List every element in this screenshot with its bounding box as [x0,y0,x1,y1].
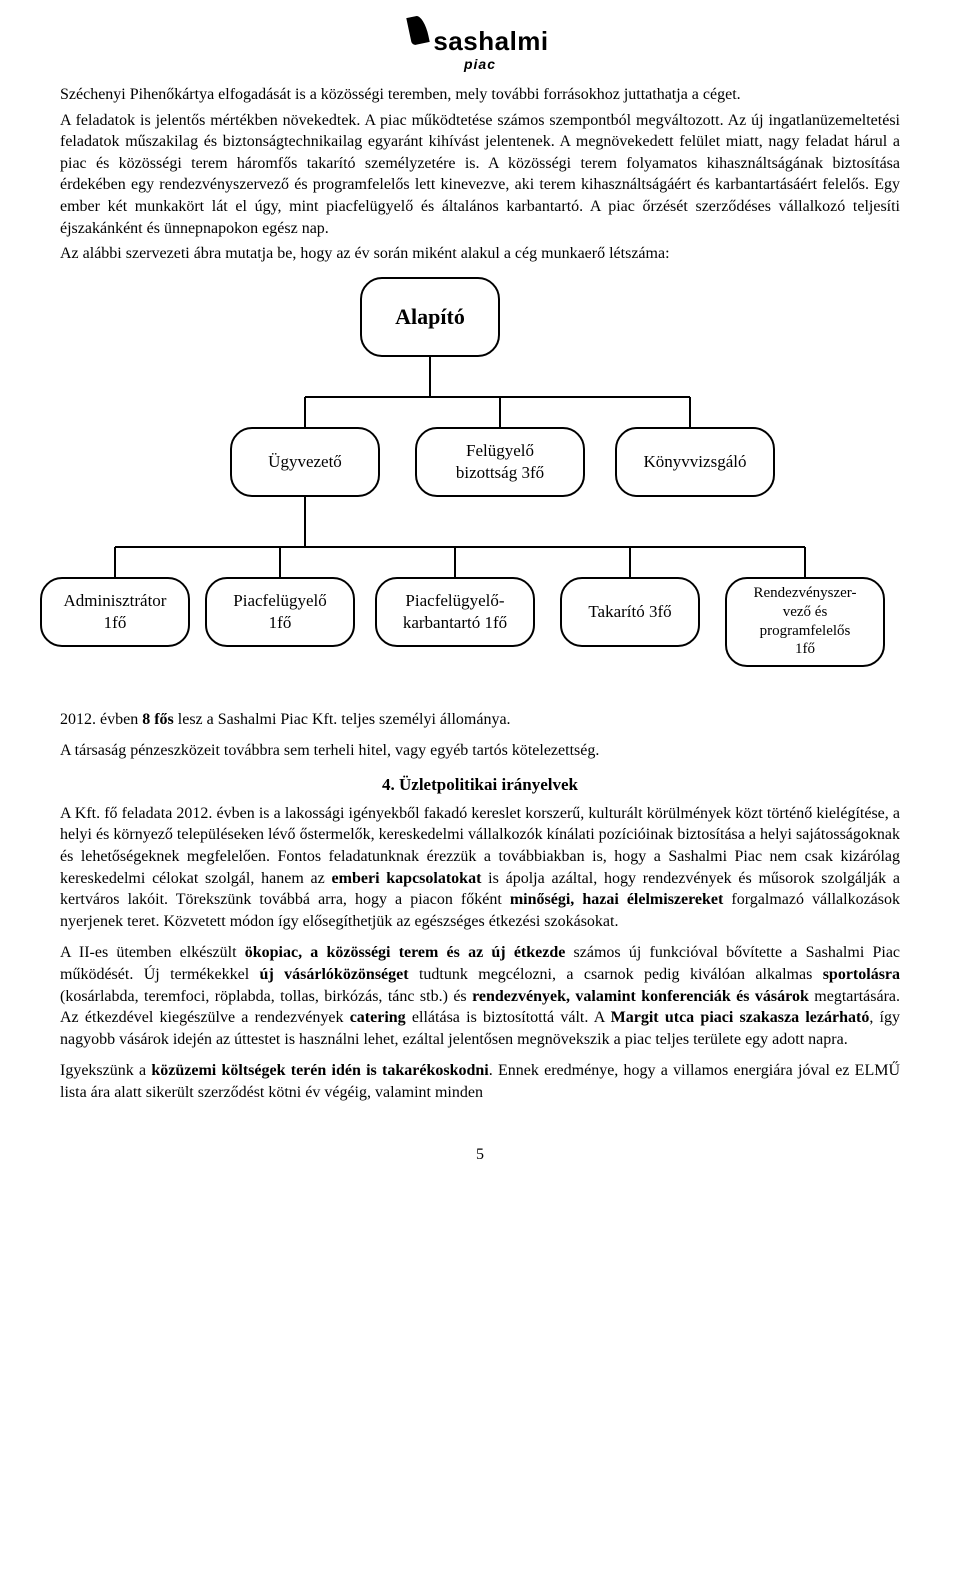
org-node-takarito-label: Takarító 3fő [588,601,671,622]
org-node-piacfelugyelo-l2: 1fő [269,612,292,633]
org-node-konyvvizsgalo-label: Könyvvizsgáló [644,451,747,472]
p4b-b1: ökopiac, a közösségi terem és az új étke… [245,944,566,961]
org-node-karbantarto: Piacfelügyelő- karbantartó 1fő [375,577,535,647]
p4b-t4: (kosárlabda, teremfoci, röplabda, tollas… [60,988,472,1005]
paragraph-after-chart-1: 2012. évben 8 fős lesz a Sashalmi Piac K… [60,709,900,731]
p4b-t1: A II-es ütemben elkészült [60,944,245,961]
p4b-b6: Margit utca piaci szakasza lezárható [611,1009,870,1026]
section-4-title: 4. Üzletpolitikai irányelvek [60,774,900,797]
p4b-b3: sportolásra [823,966,900,983]
paragraph-intro-2: A feladatok is jelentős mértékben növeke… [60,110,900,240]
p4b-t6: ellátása is biztosítottá vált. A [406,1009,611,1026]
ac1-pre: 2012. évben [60,711,142,728]
org-node-alapito: Alapító [360,277,500,357]
org-node-ugyvezeto-label: Ügyvezető [268,451,342,472]
org-node-alapito-label: Alapító [395,303,465,331]
p4c-t1: Igyekszünk a [60,1062,151,1079]
org-node-ugyvezeto: Ügyvezető [230,427,380,497]
org-node-admin: Adminisztrátor 1fő [40,577,190,647]
p4a-b2: minőségi, hazai élelmiszereket [510,891,724,908]
org-node-felugyelo-l1: Felügyelő [466,440,534,461]
section-4-para-b: A II-es ütemben elkészült ökopiac, a köz… [60,942,900,1050]
p4b-b2: új vásárlóközönséget [260,966,409,983]
paragraph-after-chart-2: A társaság pénzeszközeit továbbra sem te… [60,740,900,762]
section-4-para-c: Igyekszünk a közüzemi költségek terén id… [60,1060,900,1103]
paragraph-intro-1: Széchenyi Pihenőkártya elfogadását is a … [60,84,900,106]
paragraph-chart-intro: Az alábbi szervezeti ábra mutatja be, ho… [60,243,900,265]
org-chart: Alapító Ügyvezető Felügyelő bizottság 3f… [60,277,900,697]
org-node-rendezveny-l2: vező és [783,603,828,622]
org-node-rendezveny-l4: 1fő [795,640,815,659]
org-node-piacfelugyelo-l1: Piacfelügyelő [233,590,326,611]
p4c-b1: közüzemi költségek terén idén is takarék… [151,1062,488,1079]
p4b-t3: tudtunk megcélozni, a csarnok pedig kivá… [409,966,823,983]
p4a-b1: emberi kapcsolatokat [332,870,482,887]
org-node-konyvvizsgalo: Könyvvizsgáló [615,427,775,497]
org-node-rendezveny-l3: programfelelős [760,622,851,641]
logo-main: sashalmi [411,24,548,59]
org-node-takarito: Takarító 3fő [560,577,700,647]
p4b-b4: rendezvények, valamint konferenciák és v… [472,988,809,1005]
org-node-felugyelo-l2: bizottság 3fő [456,462,544,483]
org-node-felugyelo: Felügyelő bizottság 3fő [415,427,585,497]
p4b-b5: catering [350,1009,406,1026]
ac1-post: lesz a Sashalmi Piac Kft. teljes személy… [174,711,511,728]
org-node-piacfelugyelo: Piacfelügyelő 1fő [205,577,355,647]
org-node-karbantarto-l2: karbantartó 1fő [403,612,507,633]
page-number: 5 [60,1144,900,1166]
section-4-para-a: A Kft. fő feladata 2012. évben is a lako… [60,803,900,933]
org-node-rendezveny: Rendezvényszer- vező és programfelelős 1… [725,577,885,667]
org-node-karbantarto-l1: Piacfelügyelő- [405,590,504,611]
logo: sashalmi piac [390,24,570,74]
ac1-bold: 8 fős [142,711,174,728]
org-node-rendezveny-l1: Rendezvényszer- [754,584,857,603]
org-node-admin-l2: 1fő [104,612,127,633]
org-node-admin-l1: Adminisztrátor [64,590,167,611]
